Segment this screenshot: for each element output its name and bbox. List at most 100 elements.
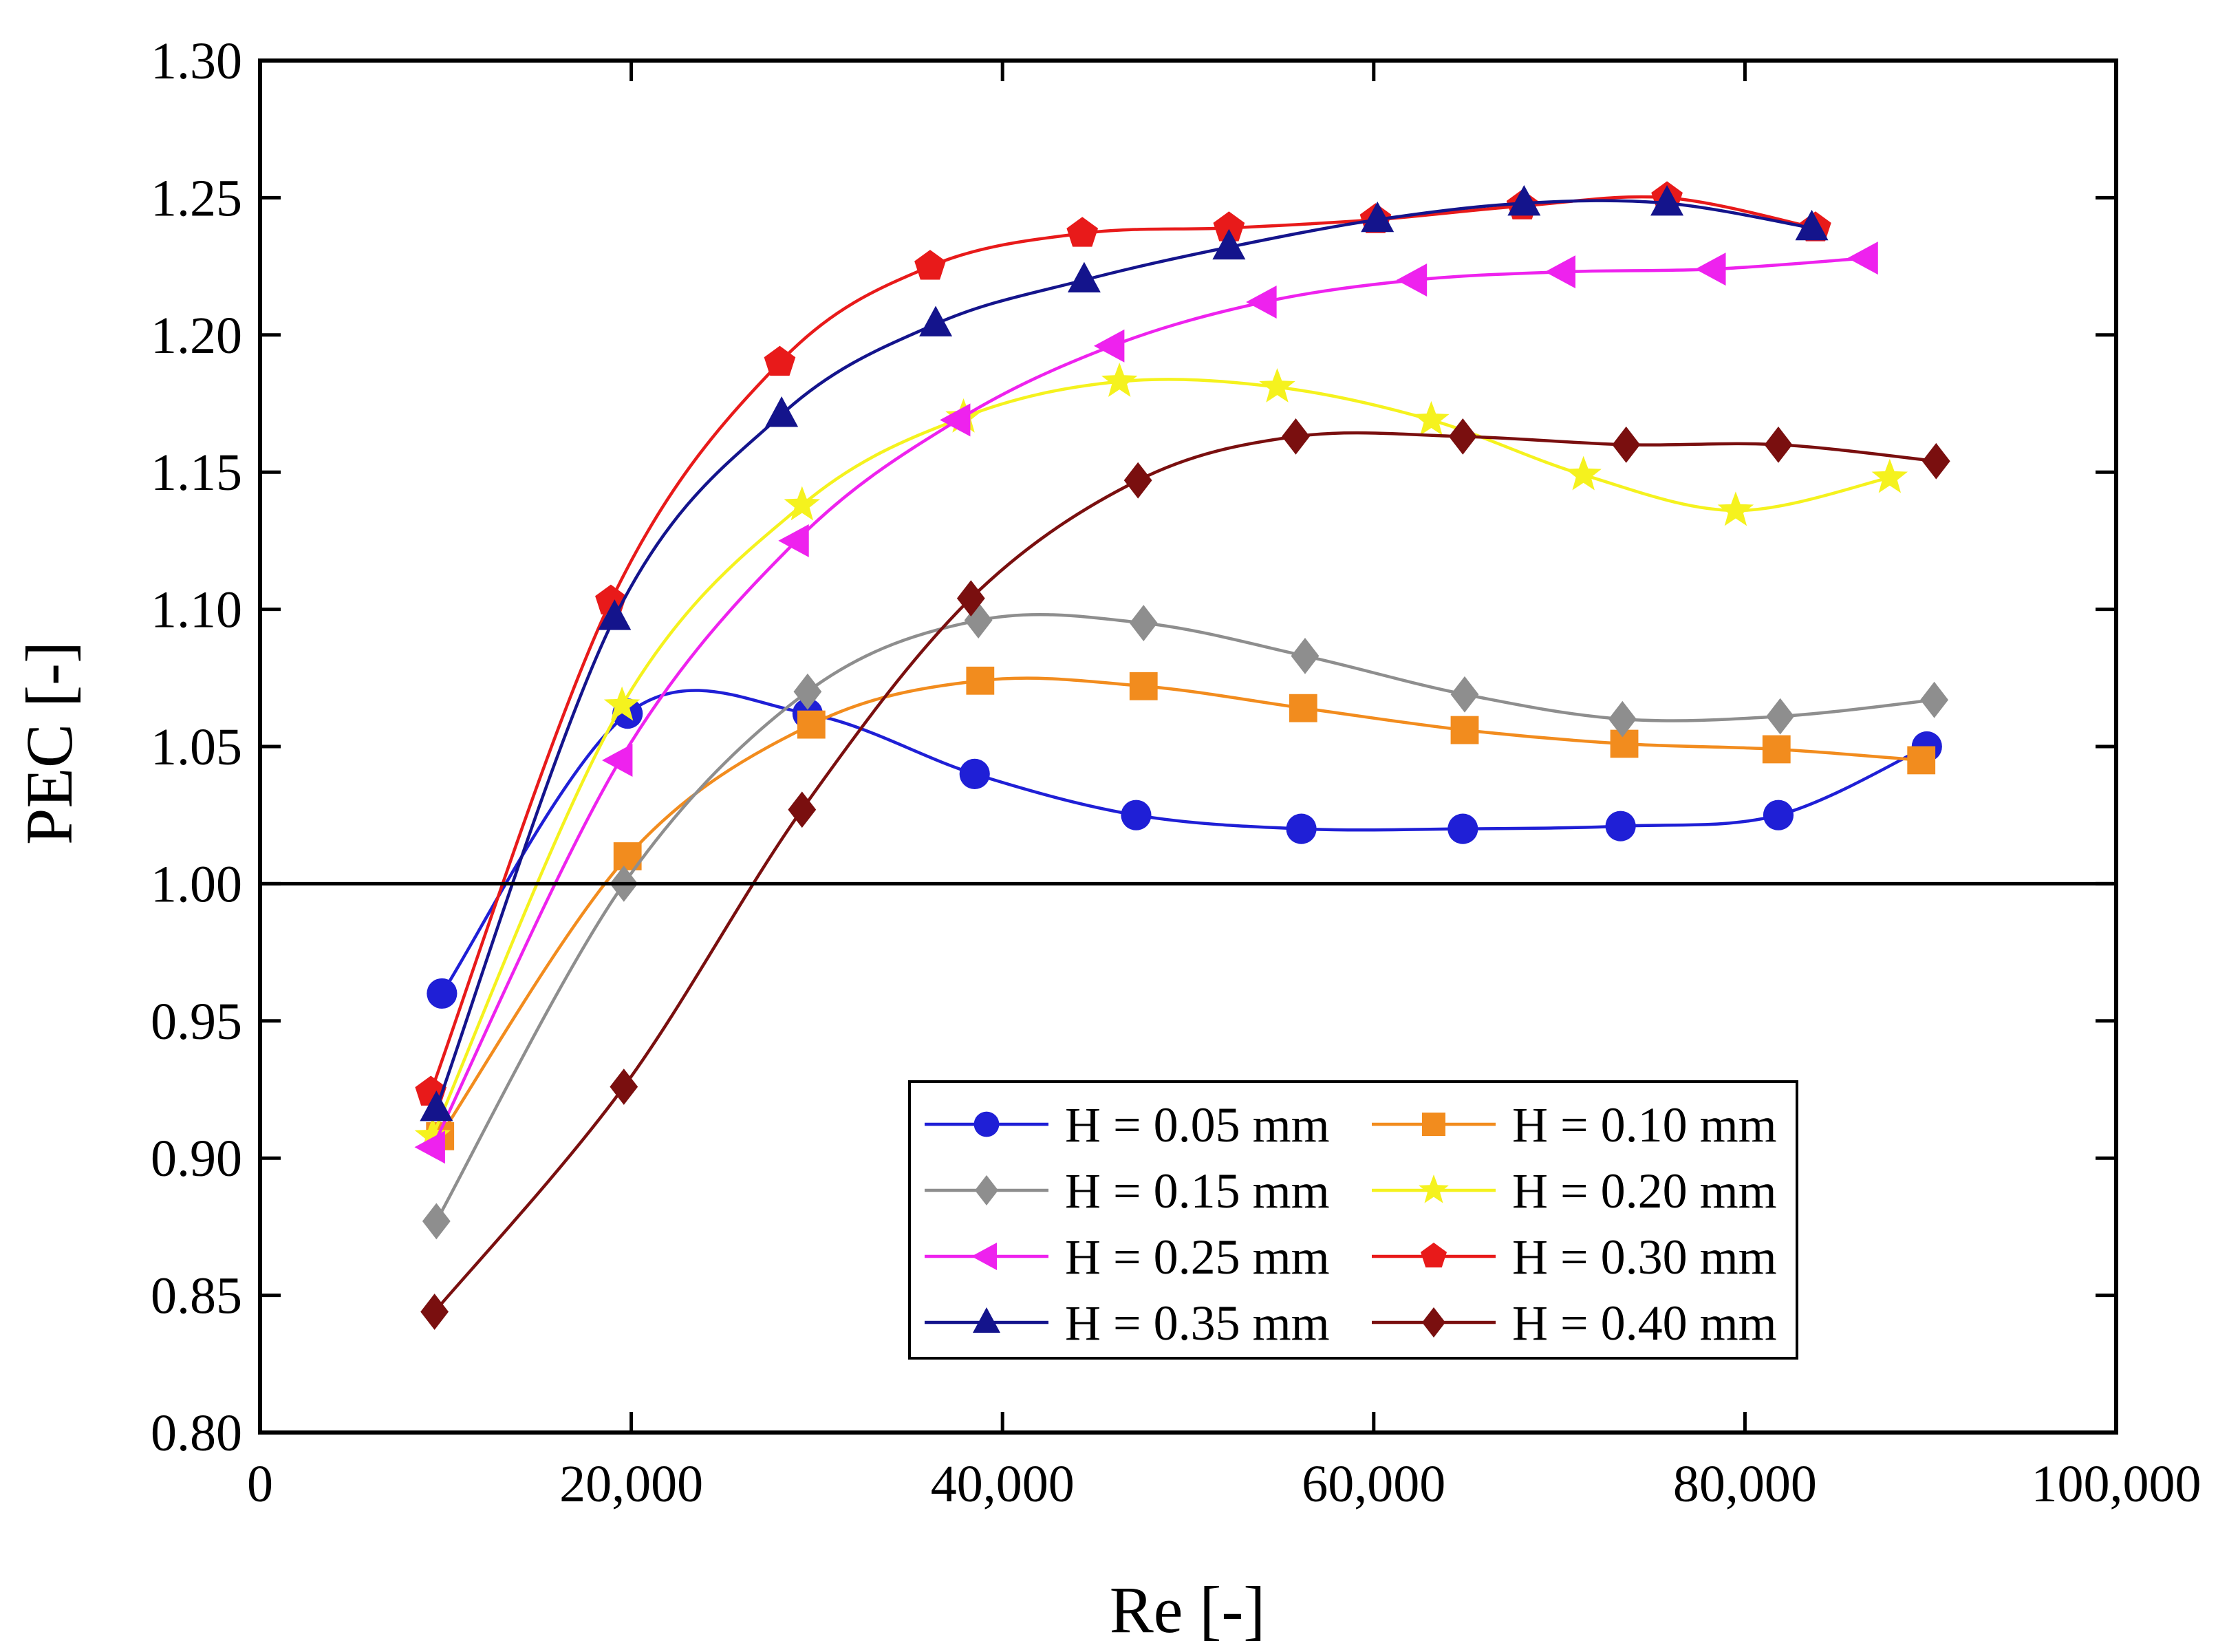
data-point [1282, 418, 1310, 455]
data-point [919, 305, 953, 336]
data-point [1605, 811, 1636, 841]
y-tick-label: 1.10 [151, 581, 242, 639]
data-point [778, 524, 809, 557]
data-point [1608, 700, 1637, 738]
y-tick-label: 1.15 [151, 444, 242, 502]
x-tick-label: 0 [247, 1455, 273, 1513]
data-point [1766, 698, 1795, 735]
data-point [1291, 637, 1320, 674]
data-point [1871, 458, 1908, 493]
legend-marker [973, 1111, 1000, 1137]
axes-layer: 0.80 0.85 0.90 0.95 1.00 1.05 1.10 1.15 1.20 1.25… [151, 32, 2201, 1513]
series-layer [414, 181, 1950, 1330]
data-point [1450, 716, 1479, 744]
x-tick-label: 100,000 [2032, 1455, 2201, 1513]
data-point [793, 673, 822, 710]
data-point [1067, 261, 1101, 293]
legend-label: H = 0.25 mm [1065, 1230, 1330, 1285]
legend-item: H = 0.40 mm [1372, 1296, 1777, 1351]
legend-marker [1419, 1174, 1449, 1203]
legend-label: H = 0.35 mm [1065, 1296, 1330, 1351]
legend-item: H = 0.15 mm [925, 1163, 1330, 1219]
data-point [1361, 201, 1395, 233]
data-point [598, 599, 632, 630]
data-point [959, 758, 990, 789]
y-tick-label: 1.05 [151, 718, 242, 776]
data-point [1413, 400, 1450, 436]
data-point [422, 1203, 451, 1240]
data-point [1565, 455, 1602, 491]
legend-box [908, 1080, 1798, 1360]
data-point [1717, 491, 1754, 526]
legend-label: H = 0.10 mm [1512, 1097, 1777, 1152]
data-point [914, 250, 946, 280]
data-point [420, 1294, 449, 1330]
legend-marker [975, 1175, 998, 1205]
data-point [966, 666, 995, 695]
series-h-0-15-mm [422, 602, 1948, 1240]
data-point [420, 1091, 453, 1122]
data-point [1764, 426, 1793, 463]
y-tick-label: 0.90 [151, 1130, 242, 1188]
y-tick-label: 0.95 [151, 993, 242, 1051]
series-h-0-40-mm [420, 418, 1950, 1330]
data-point [1129, 672, 1158, 700]
x-tick-label: 60,000 [1302, 1455, 1445, 1513]
data-point [1066, 217, 1099, 247]
series-line [438, 676, 1921, 1137]
data-point [610, 1069, 638, 1105]
data-point [1507, 184, 1541, 216]
y-tick-label: 1.20 [151, 307, 242, 365]
legend-marker [1422, 1113, 1445, 1136]
legend-marker [1420, 1243, 1447, 1268]
data-point [1259, 367, 1295, 403]
y-axis-title: PEC [-] [12, 641, 86, 845]
legend-label: H = 0.30 mm [1512, 1230, 1777, 1285]
x-tick-label: 80,000 [1673, 1455, 1817, 1513]
data-point [1093, 329, 1125, 363]
data-point [1847, 242, 1878, 275]
data-point [1101, 362, 1138, 397]
series-h-0-35-mm [420, 184, 1829, 1122]
data-point [797, 710, 826, 739]
data-point [1246, 285, 1277, 319]
data-point [414, 1130, 445, 1164]
data-point [1450, 676, 1479, 713]
data-point [1289, 694, 1317, 722]
data-point [1763, 800, 1794, 830]
legend: H = 0.05 mm H = 0.10 mm H = 0.15 mm H = 0.2… [908, 1080, 1798, 1360]
data-point [764, 345, 796, 376]
y-tick-label: 1.00 [151, 855, 242, 913]
legend-item: H = 0.25 mm [925, 1230, 1330, 1285]
data-point [603, 686, 640, 721]
legend-item: H = 0.30 mm [1372, 1230, 1777, 1285]
data-point [788, 791, 817, 828]
data-point [1123, 462, 1152, 499]
data-point [940, 403, 971, 437]
legend-item: H = 0.05 mm [925, 1097, 1330, 1152]
series-line [440, 689, 1928, 995]
legend-item: H = 0.10 mm [1372, 1097, 1777, 1152]
data-point [1650, 184, 1684, 216]
data-point [1695, 253, 1726, 286]
data-point [1396, 264, 1428, 297]
data-point [1795, 209, 1829, 241]
data-point [414, 1117, 451, 1152]
data-point [1762, 735, 1791, 764]
x-tick-label: 40,000 [931, 1455, 1075, 1513]
data-point [784, 486, 821, 521]
data-point [765, 396, 799, 427]
legend-item: H = 0.35 mm [925, 1296, 1330, 1351]
legend-label: H = 0.40 mm [1512, 1296, 1777, 1351]
x-axis-title: Re [-] [1110, 1573, 1266, 1646]
data-point [1544, 255, 1575, 289]
legend-label: H = 0.05 mm [1065, 1097, 1330, 1152]
series-h-0-25-mm [414, 242, 1878, 1164]
data-point [956, 580, 985, 617]
data-point [1212, 228, 1246, 260]
y-tick-label: 1.30 [151, 32, 242, 90]
data-point [1448, 418, 1477, 455]
data-point [1907, 746, 1936, 775]
data-point [602, 743, 633, 777]
